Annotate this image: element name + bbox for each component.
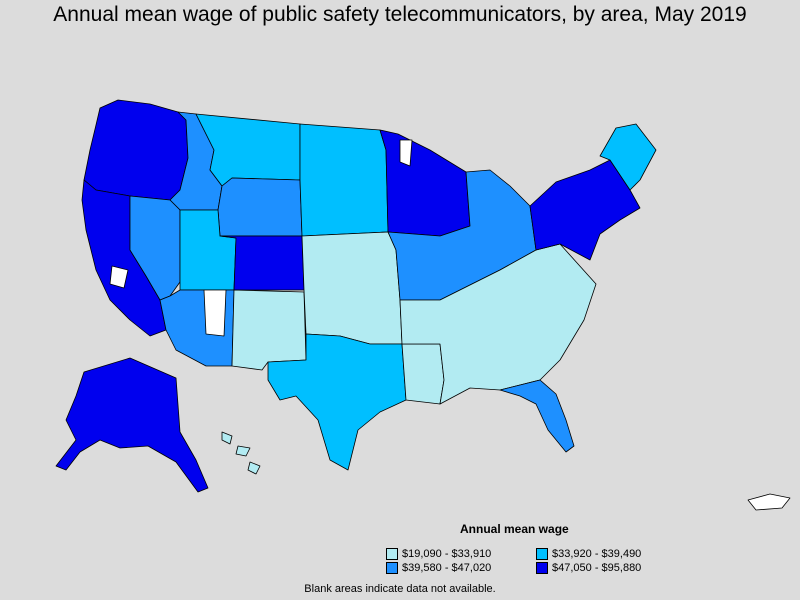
legend-item-2: $39,580 - $47,020	[386, 562, 491, 574]
region-alaska	[55, 357, 209, 493]
legend-swatch-2	[386, 562, 398, 574]
legend-item-0: $19,090 - $33,910	[386, 548, 491, 560]
region-colorado-front-range	[219, 235, 305, 291]
legend-title: Annual mean wage	[460, 522, 569, 536]
legend: Annual mean wage $19,090 - $33,910 $33,9…	[380, 520, 680, 580]
region-puerto-rico	[747, 493, 791, 511]
region-texas	[267, 333, 407, 471]
legend-label-0: $19,090 - $33,910	[402, 548, 492, 560]
region-maine	[599, 123, 657, 191]
footnote: Blank areas indicate data not available.	[304, 583, 496, 595]
legend-swatch-1	[536, 548, 548, 560]
region-great-plains	[301, 231, 403, 345]
legend-label-3: $47,050 - $95,880	[552, 562, 642, 574]
legend-item-3: $47,050 - $95,880	[536, 562, 641, 574]
region-dakotas	[299, 123, 389, 237]
no-data-area	[109, 265, 129, 289]
region-northeast-corridor	[529, 159, 641, 261]
region-texas-east	[401, 343, 445, 405]
legend-swatch-3	[536, 562, 548, 574]
legend-label-2: $39,580 - $47,020	[402, 562, 492, 574]
legend-item-1: $33,920 - $39,490	[536, 548, 641, 560]
region-florida	[499, 379, 575, 453]
region-wyoming	[217, 177, 303, 237]
no-data-area	[399, 139, 413, 167]
no-data-area	[203, 289, 227, 337]
region-new-mexico	[231, 289, 307, 371]
region-minnesota	[379, 129, 471, 237]
legend-label-1: $33,920 - $39,490	[552, 548, 642, 560]
region-southeast	[399, 243, 597, 405]
legend-swatch-0	[386, 548, 398, 560]
map-title: Annual mean wage of public safety teleco…	[53, 3, 747, 26]
region-pacific-northwest	[83, 99, 189, 201]
region-hawaii	[221, 431, 261, 475]
